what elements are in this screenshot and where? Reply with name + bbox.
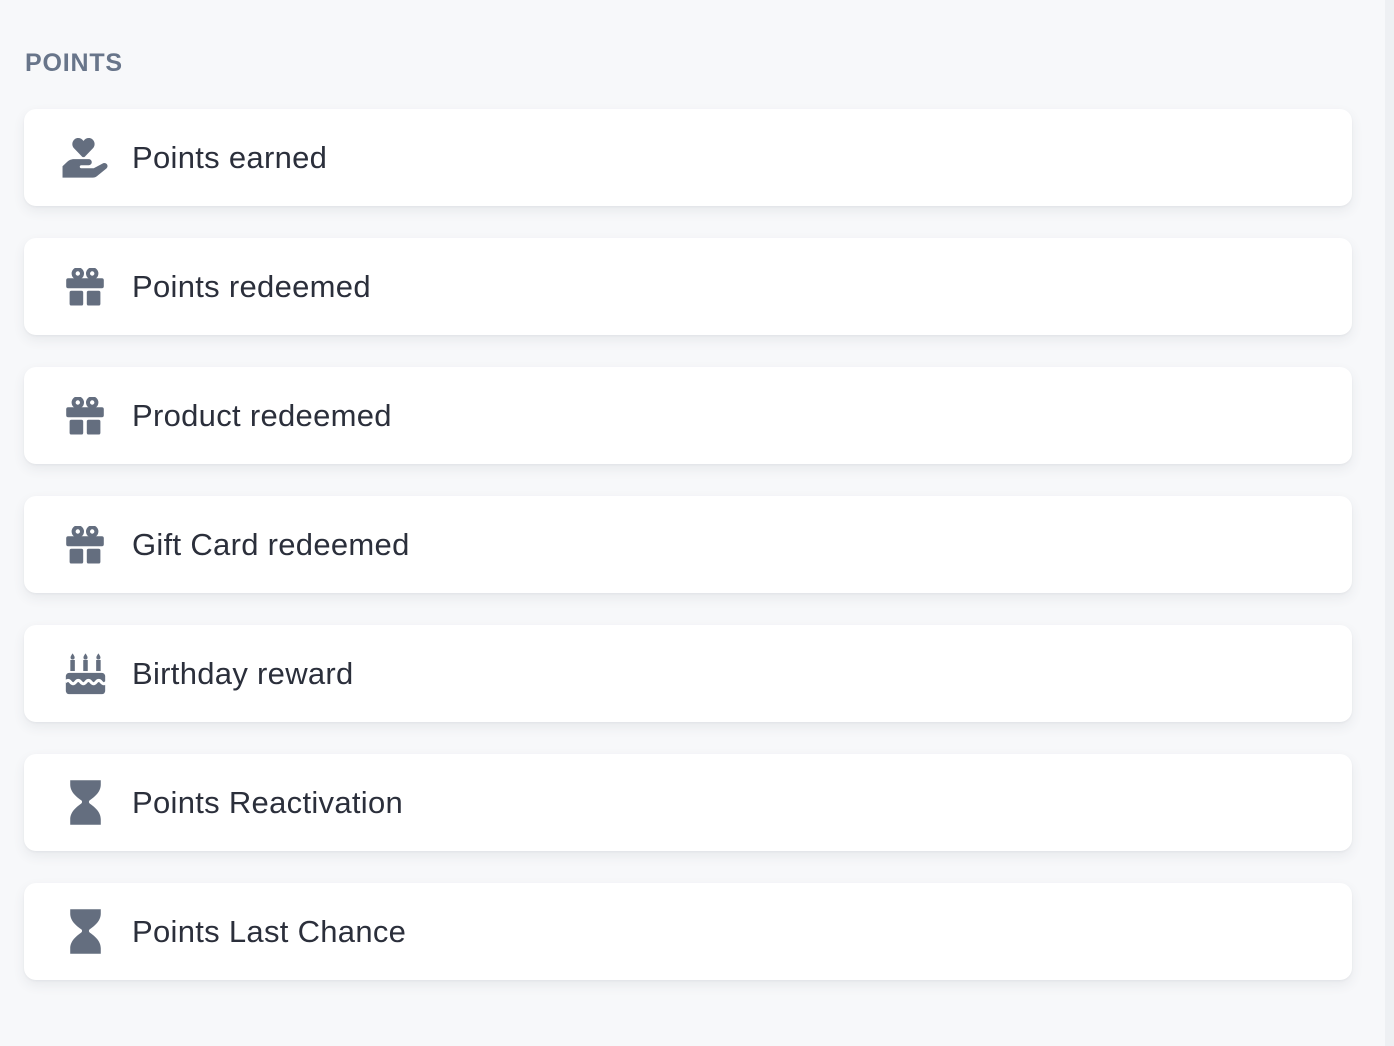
hourglass-icon: [61, 908, 109, 956]
scrollbar-track[interactable]: [1385, 0, 1394, 1046]
list-item-gift-card-redeemed[interactable]: Gift Card redeemed: [24, 496, 1352, 593]
list-item-label: Gift Card redeemed: [132, 526, 410, 562]
points-section: POINTS Points earned Points redeemed Pro…: [24, 49, 1352, 980]
list-item-points-reactivation[interactable]: Points Reactivation: [24, 754, 1352, 851]
list-item-product-redeemed[interactable]: Product redeemed: [24, 367, 1352, 464]
hourglass-icon: [61, 779, 109, 827]
gift-icon: [61, 263, 109, 311]
list-item-label: Birthday reward: [132, 655, 354, 691]
list-item-label: Product redeemed: [132, 397, 392, 433]
list-item-label: Points Last Chance: [132, 913, 407, 949]
list-item-label: Points Reactivation: [132, 784, 404, 820]
points-card-list: Points earned Points redeemed Product re…: [24, 109, 1352, 980]
list-item-points-last-chance[interactable]: Points Last Chance: [24, 883, 1352, 980]
list-item-label: Points earned: [132, 139, 328, 175]
list-item-points-redeemed[interactable]: Points redeemed: [24, 238, 1352, 335]
list-item-label: Points redeemed: [132, 268, 371, 304]
list-item-birthday-reward[interactable]: Birthday reward: [24, 625, 1352, 722]
hand-holding-heart-icon: [61, 134, 109, 182]
birthday-cake-icon: [61, 650, 109, 698]
list-item-points-earned[interactable]: Points earned: [24, 109, 1352, 206]
gift-icon: [61, 521, 109, 569]
section-title: POINTS: [25, 49, 123, 77]
gift-icon: [61, 392, 109, 440]
